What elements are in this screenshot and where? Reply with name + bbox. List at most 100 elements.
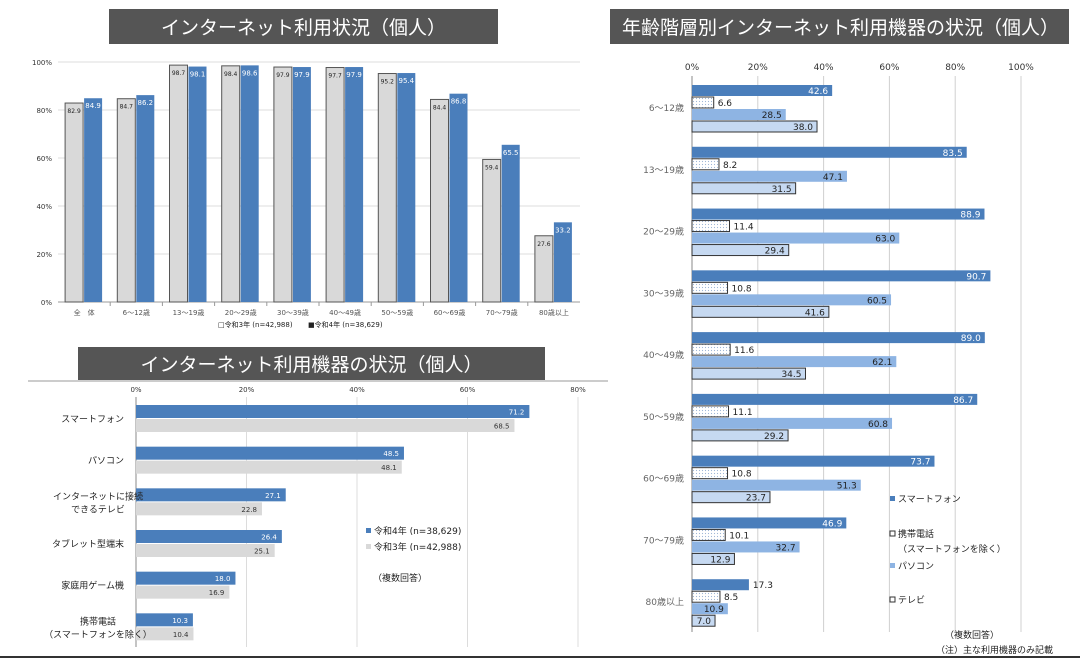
data-label-r3: 10.4 bbox=[173, 631, 189, 639]
usage-chart-title: インターネット利用状況（個人） bbox=[109, 9, 498, 44]
bar-r4 bbox=[449, 93, 468, 303]
data-label: 32.7 bbox=[776, 543, 796, 553]
x-tick-label: 80歳以上 bbox=[539, 308, 569, 317]
data-label-r4: 26.4 bbox=[261, 534, 277, 542]
data-label-r4: 95.4 bbox=[399, 77, 415, 85]
x-tick-label: 20% bbox=[748, 63, 768, 73]
bar-tv bbox=[691, 491, 771, 504]
bar-r3 bbox=[64, 102, 84, 303]
data-label-r3: 84.7 bbox=[120, 104, 134, 111]
legend-pc: パソコン bbox=[898, 561, 934, 572]
data-label-r4: 86.2 bbox=[138, 99, 154, 107]
data-label: 8.2 bbox=[723, 161, 737, 171]
bar-tv bbox=[691, 244, 790, 257]
category-label: 20～29歳 bbox=[643, 226, 684, 238]
data-label-r4: 48.5 bbox=[383, 450, 399, 458]
data-label: 38.0 bbox=[793, 123, 813, 133]
y-tick-label: 40% bbox=[36, 203, 52, 211]
bar-r3 bbox=[136, 460, 402, 474]
data-label: 34.5 bbox=[781, 370, 801, 380]
data-label: 23.7 bbox=[746, 494, 766, 504]
bar-tv bbox=[691, 305, 830, 318]
x-tick-label: 40% bbox=[814, 63, 834, 73]
bar-smartphone bbox=[692, 579, 749, 591]
x-tick-label: 100% bbox=[1008, 63, 1034, 73]
y-tick-label: 20% bbox=[36, 251, 52, 259]
category-label: インターネットに接続 bbox=[53, 490, 143, 502]
bar-r3 bbox=[273, 66, 293, 303]
data-label: 46.9 bbox=[822, 519, 842, 529]
bar-r3 bbox=[136, 419, 515, 432]
bar-r4 bbox=[397, 73, 416, 302]
x-tick-label: 6～12歳 bbox=[123, 308, 150, 317]
bar-r4 bbox=[345, 67, 364, 302]
bar-r3 bbox=[377, 73, 397, 303]
data-label: 6.6 bbox=[718, 99, 733, 109]
devices-by-age-chart-title: 年齢階層別インターネット利用機器の状況（個人） bbox=[610, 9, 1069, 44]
legend-swatch-smartphone bbox=[890, 496, 895, 501]
data-label-r4: 97.9 bbox=[346, 71, 362, 79]
bar-r3 bbox=[482, 158, 502, 303]
bar-tv bbox=[691, 182, 797, 195]
bar-r3 bbox=[169, 64, 188, 303]
bar-r4 bbox=[136, 488, 286, 502]
data-label-r3: 97.7 bbox=[328, 73, 342, 80]
bar-mobile-phone bbox=[691, 220, 731, 233]
data-label-r3: 25.1 bbox=[254, 548, 270, 556]
bar-r3 bbox=[221, 65, 241, 303]
bar-pc bbox=[692, 417, 893, 429]
bar-r3 bbox=[136, 585, 230, 599]
y-tick-label: 100% bbox=[32, 59, 52, 67]
data-label-r3: 98.7 bbox=[172, 70, 186, 77]
bar-pc bbox=[692, 603, 728, 615]
data-label: 11.1 bbox=[733, 408, 753, 418]
bar-mobile-phone bbox=[691, 281, 729, 294]
data-label: 10.9 bbox=[704, 605, 724, 615]
devices-chart-title: インターネット利用機器の状況（個人） bbox=[78, 347, 545, 380]
data-label: 90.7 bbox=[966, 272, 986, 282]
x-tick-label: 50～59歳 bbox=[381, 308, 413, 317]
x-tick-label: 60～69歳 bbox=[434, 308, 466, 317]
y-tick-label: 60% bbox=[36, 155, 52, 163]
category-label: 家庭用ゲーム機 bbox=[61, 580, 124, 592]
data-label: 10.1 bbox=[729, 531, 749, 541]
bar-smartphone bbox=[692, 146, 967, 158]
data-label-r3: 97.9 bbox=[276, 72, 290, 79]
footnote: （注）主な利用機器のみ記載 bbox=[936, 644, 1053, 656]
data-label: 12.9 bbox=[710, 555, 730, 565]
x-tick-label: 0% bbox=[685, 63, 700, 73]
legend-r3: 令和3年 (n=42,988) bbox=[374, 541, 461, 553]
legend-r3: □令和3年 (n=42,988) bbox=[218, 320, 293, 329]
category-label: 30～39歳 bbox=[643, 287, 684, 299]
legend-r4: 令和4年 (n=38,629) bbox=[374, 525, 461, 537]
bar-pc bbox=[692, 170, 847, 182]
data-label-r3: 82.9 bbox=[67, 108, 81, 115]
bar-r4 bbox=[553, 222, 572, 302]
bar-smartphone bbox=[692, 393, 978, 405]
data-label: 28.5 bbox=[762, 111, 782, 121]
category-label: タブレット型端末 bbox=[52, 538, 124, 550]
bar-smartphone bbox=[692, 270, 991, 282]
data-label-r4: 33.2 bbox=[555, 226, 571, 234]
data-label: 11.6 bbox=[734, 346, 754, 356]
bar-pc bbox=[692, 232, 900, 244]
data-label-r3: 59.4 bbox=[485, 164, 499, 171]
data-label: 88.9 bbox=[960, 211, 980, 221]
bar-r4 bbox=[292, 67, 311, 302]
x-tick-label: 20% bbox=[239, 386, 255, 394]
bar-mobile-phone bbox=[691, 96, 715, 109]
page-bottom-rule bbox=[0, 656, 1080, 658]
data-label: 8.5 bbox=[724, 593, 738, 603]
x-tick-label: 30～39歳 bbox=[277, 308, 309, 317]
bar-r4 bbox=[136, 95, 155, 302]
data-label: 62.1 bbox=[872, 358, 892, 368]
bar-r3 bbox=[136, 627, 194, 641]
category-label: 50～59歳 bbox=[643, 411, 684, 423]
data-label-r4: 97.9 bbox=[294, 71, 310, 79]
data-label-r4: 18.0 bbox=[215, 575, 231, 583]
bar-pc bbox=[692, 294, 892, 306]
bar-tv bbox=[691, 429, 789, 442]
data-label-r3: 22.8 bbox=[241, 506, 257, 514]
data-label: 29.4 bbox=[765, 247, 785, 257]
devices-bar-chart: 0% 20% 40% 60% 80% 71.2 68.5 スマートフォン 48.5 48.1 パソコ… bbox=[28, 380, 608, 647]
